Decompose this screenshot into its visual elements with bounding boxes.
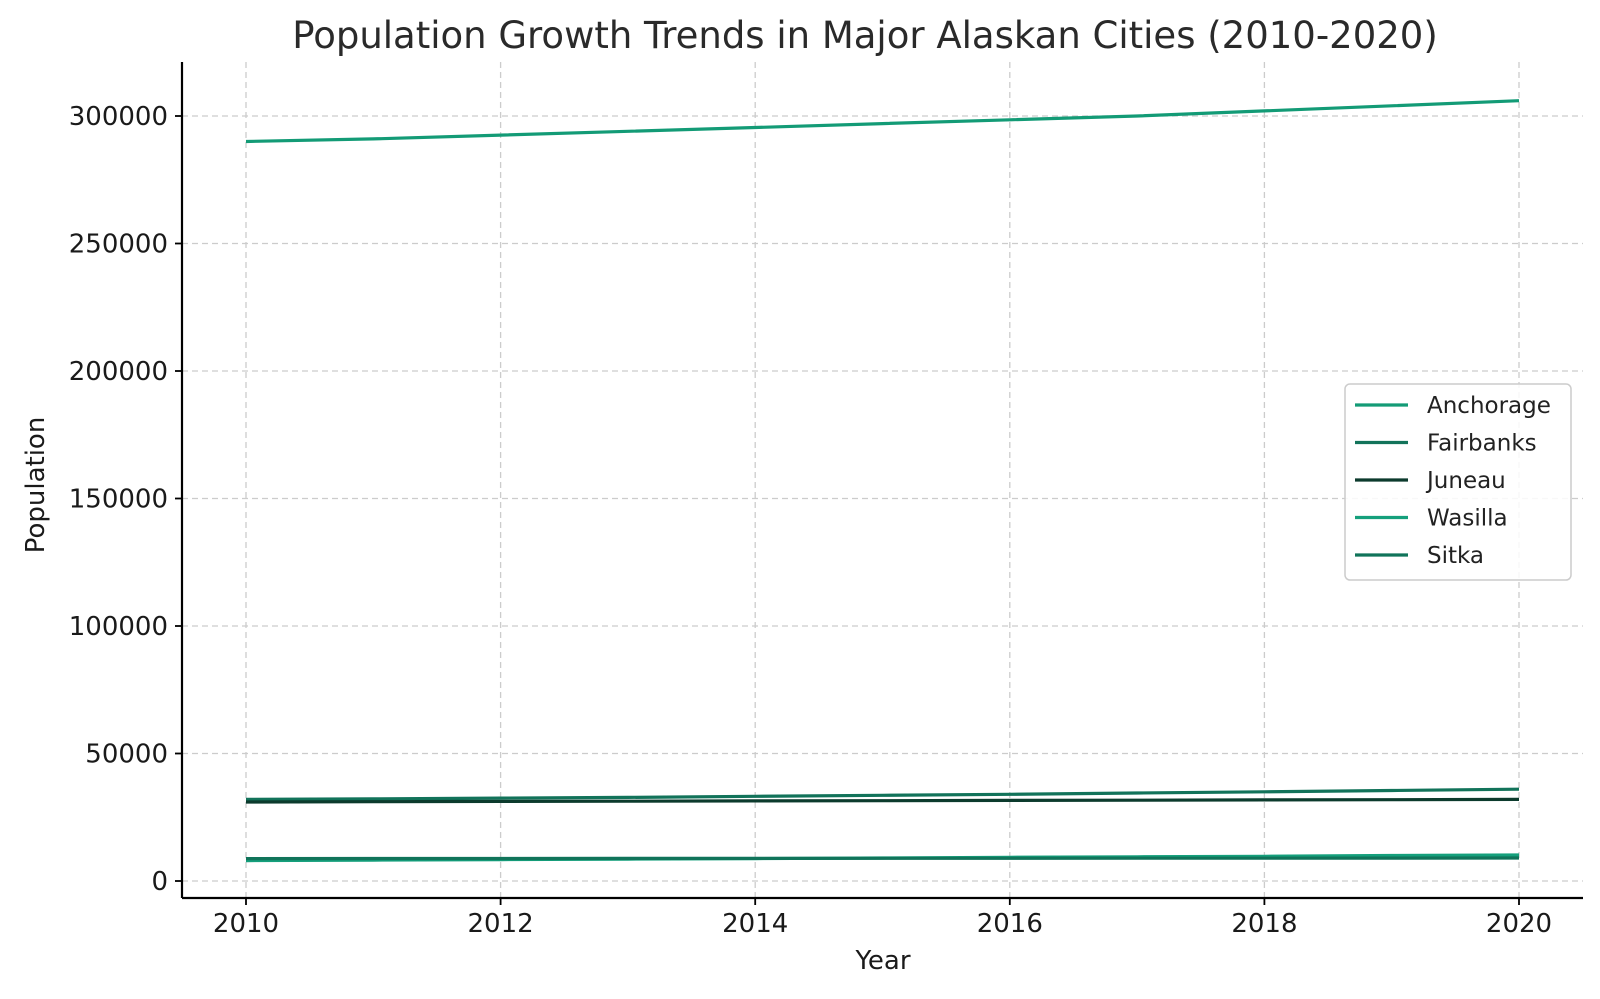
x-tick-label: 2014 xyxy=(722,909,788,939)
legend: Anchorage Fairbanks Juneau Wasilla Sitka xyxy=(1344,383,1572,581)
y-tick-label: 150000 xyxy=(69,485,168,515)
y-axis-label: Population xyxy=(21,417,51,554)
legend-label: Juneau xyxy=(1425,468,1506,494)
series-lines xyxy=(245,99,1520,863)
x-tick-label: 2018 xyxy=(1231,909,1297,939)
y-tick-label: 200000 xyxy=(69,357,168,387)
gridlines xyxy=(182,62,1583,898)
legend-label: Sitka xyxy=(1427,543,1484,569)
chart-title: Population Growth Trends in Major Alaska… xyxy=(292,14,1438,57)
series-line-juneau xyxy=(245,797,1520,804)
series-line-anchorage xyxy=(245,99,1520,144)
y-axis-ticks: 0 50000 100000 150000 200000 250000 300000 xyxy=(69,102,182,897)
y-tick-label: 250000 xyxy=(69,230,168,260)
y-tick-label: 50000 xyxy=(85,740,168,770)
series-line-sitka xyxy=(245,856,1520,861)
x-axis-label: Year xyxy=(854,946,910,976)
x-tick-label: 2010 xyxy=(213,909,279,939)
legend-item-sitka: Sitka xyxy=(1355,543,1484,569)
legend-box xyxy=(1344,383,1572,581)
legend-label: Anchorage xyxy=(1427,393,1551,419)
x-tick-label: 2016 xyxy=(977,909,1043,939)
legend-item-fairbanks: Fairbanks xyxy=(1355,431,1537,457)
y-tick-label: 300000 xyxy=(69,102,168,132)
y-tick-label: 100000 xyxy=(69,612,168,642)
x-tick-label: 2020 xyxy=(1486,909,1552,939)
x-tick-label: 2012 xyxy=(468,909,534,939)
legend-item-juneau: Juneau xyxy=(1355,468,1506,494)
legend-label: Fairbanks xyxy=(1427,431,1537,457)
legend-item-anchorage: Anchorage xyxy=(1355,393,1551,419)
y-tick-label: 0 xyxy=(151,867,168,897)
series-line-fairbanks xyxy=(245,787,1520,802)
legend-item-wasilla: Wasilla xyxy=(1355,506,1508,532)
axes xyxy=(180,62,1583,900)
legend-label: Wasilla xyxy=(1427,506,1508,532)
x-axis-ticks: 2010 2012 2014 2016 2018 2020 xyxy=(213,898,1552,939)
